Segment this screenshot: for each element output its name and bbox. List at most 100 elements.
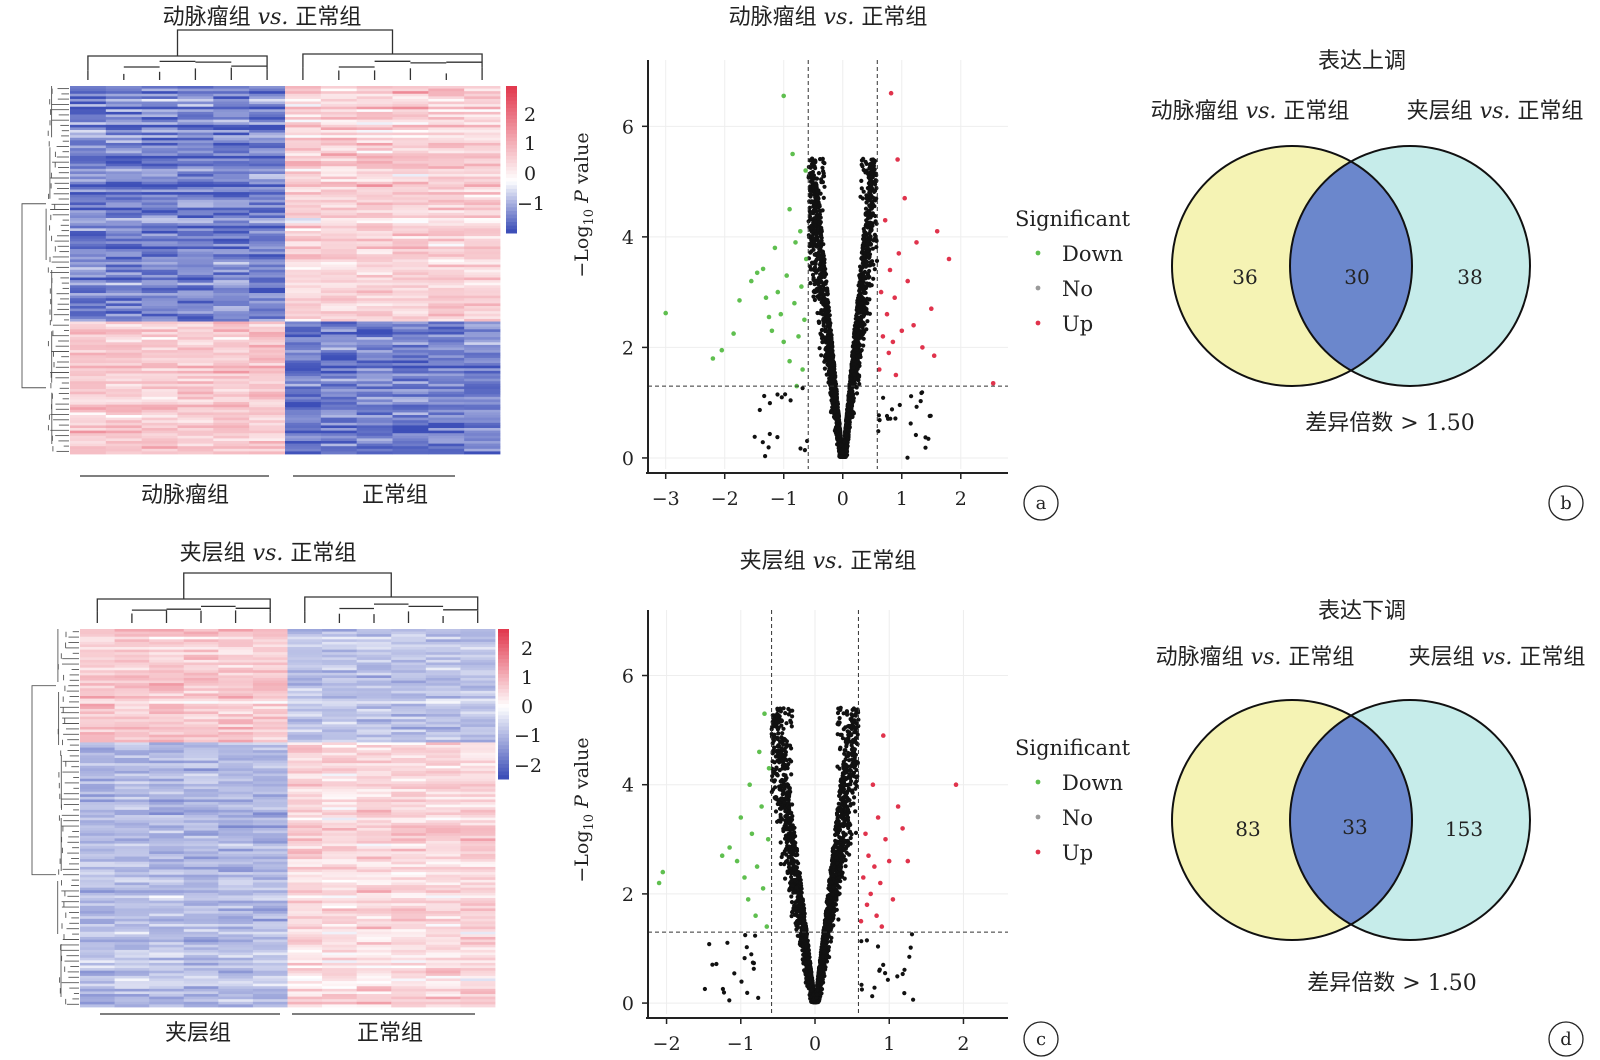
heatmap-cell xyxy=(428,376,465,380)
heatmap-cell xyxy=(285,360,322,364)
heatmap-cell xyxy=(177,117,214,121)
point-no xyxy=(867,255,872,260)
heatmap-cell xyxy=(428,277,465,281)
heatmap-cell xyxy=(177,212,214,216)
heatmap-cell xyxy=(105,176,143,180)
heatmap-cell xyxy=(141,140,178,144)
heatmap-cell xyxy=(141,256,178,260)
heatmap-cell xyxy=(356,220,393,224)
heatmap-cell xyxy=(70,264,107,268)
heatmap-cell xyxy=(149,654,185,658)
point-no xyxy=(836,408,841,413)
heatmap-cell xyxy=(392,404,429,408)
heatmap-cell xyxy=(460,652,496,656)
heatmap-cell xyxy=(285,300,322,304)
heatmap-cell xyxy=(320,391,358,395)
heatmap-cell xyxy=(149,652,185,656)
heatmap-cell xyxy=(464,86,501,89)
heatmap-cell xyxy=(105,334,143,338)
x-tick-label: −2 xyxy=(711,488,739,510)
heatmap-cell xyxy=(392,308,429,312)
heatmap-cell xyxy=(320,223,358,227)
heatmap-cell xyxy=(249,223,286,227)
heatmap-cell xyxy=(464,305,501,309)
colorbar-segment xyxy=(506,152,517,157)
heatmap-cell xyxy=(428,355,465,359)
heatmap-cell xyxy=(70,117,107,121)
point-no xyxy=(808,241,813,246)
heatmap-cell xyxy=(356,339,393,343)
heatmap-cell xyxy=(464,194,501,198)
heatmap-cell xyxy=(287,657,323,661)
heatmap-cell xyxy=(249,145,286,149)
heatmap-cell xyxy=(105,199,143,203)
heatmap-cell xyxy=(183,631,219,635)
heatmap-cell xyxy=(141,409,178,413)
venn-set-label-left: 动脉瘤组 vs. 正常组 xyxy=(1151,99,1350,124)
heatmap-cell xyxy=(320,352,358,356)
heatmap-cell xyxy=(141,422,178,426)
point-no xyxy=(835,401,841,407)
heatmap-cell xyxy=(105,274,143,278)
heatmap-cell xyxy=(356,293,393,297)
heatmap-cell xyxy=(287,667,323,671)
heatmap-cell xyxy=(464,290,501,294)
point-no xyxy=(862,304,867,310)
heatmap-cell xyxy=(105,210,143,214)
heatmap-cell xyxy=(356,634,392,638)
heatmap-cell xyxy=(356,639,392,643)
heatmap-cell xyxy=(356,407,393,411)
point-no xyxy=(874,245,879,250)
point-down xyxy=(663,310,668,316)
heatmap-cell xyxy=(464,313,501,317)
heatmap-cell xyxy=(249,238,286,242)
heatmap-cell xyxy=(464,298,501,302)
heatmap-cell xyxy=(177,280,214,284)
heatmap-cell xyxy=(428,264,465,268)
legend-marker-up xyxy=(1035,320,1041,326)
heatmap-cell xyxy=(177,402,214,406)
heatmap-cell xyxy=(213,448,250,452)
heatmap-cell xyxy=(320,122,358,126)
heatmap-cell xyxy=(320,179,358,183)
heatmap-cell xyxy=(320,334,358,338)
heatmap-cell xyxy=(213,148,250,152)
heatmap-cell xyxy=(428,321,465,325)
heatmap-cell xyxy=(183,659,219,663)
colorbar-segment xyxy=(506,225,517,230)
point-no xyxy=(826,320,831,326)
heatmap-cell xyxy=(428,238,465,242)
heatmap-cell xyxy=(285,394,322,398)
heatmap-cell xyxy=(141,389,178,393)
heatmap-cell xyxy=(70,438,107,442)
heatmap-cell xyxy=(213,238,250,242)
heatmap-cell xyxy=(285,365,322,369)
heatmap-cell xyxy=(320,109,358,113)
heatmap-cell xyxy=(70,311,107,315)
heatmap-cell xyxy=(322,634,358,638)
heatmap-cell xyxy=(249,391,286,395)
heatmap-cell xyxy=(141,230,178,234)
heatmap-cell xyxy=(464,135,501,139)
heatmap-cell xyxy=(177,373,214,377)
heatmap-cell xyxy=(464,326,501,330)
heatmap-cell xyxy=(70,365,107,369)
heatmap-cell xyxy=(464,360,501,364)
heatmap-cell xyxy=(249,394,286,398)
heatmap-cell xyxy=(320,137,358,141)
heatmap-cell xyxy=(392,217,429,221)
heatmap-cell xyxy=(320,376,358,380)
heatmap-cell xyxy=(425,629,461,632)
heatmap-cell xyxy=(285,104,322,108)
heatmap-cell xyxy=(460,670,496,674)
heatmap-cell xyxy=(320,254,358,258)
heatmap-cell xyxy=(141,365,178,369)
point-no xyxy=(881,395,886,400)
heatmap-cell xyxy=(141,117,178,121)
heatmap-cell xyxy=(392,373,429,377)
heatmap-cell xyxy=(392,402,429,406)
heatmap-cell xyxy=(141,171,178,175)
heatmap-cell xyxy=(114,644,150,648)
heatmap-cell xyxy=(70,280,107,284)
